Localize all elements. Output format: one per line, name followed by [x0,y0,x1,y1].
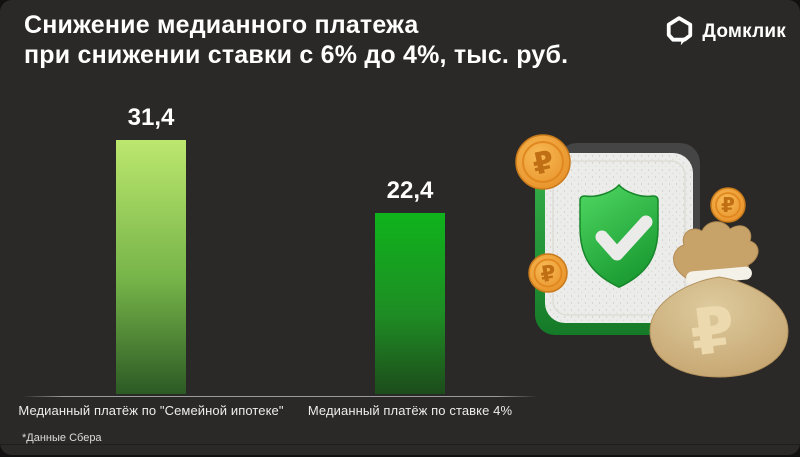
shield-check-icon [579,183,659,289]
brand-name: Домклик [702,20,786,42]
ruble-coin-icon: ₽ [710,187,746,223]
bag-tie-band [686,266,752,285]
bar-rate-4 [375,213,445,394]
brand-logo: Домклик [664,15,786,48]
shield-money-illustration: ₽ ₽ ₽ ₽ [515,134,789,378]
ruble-sign: ₽ [721,193,735,217]
ruble-coin-icon: ₽ [515,134,571,190]
bar-value-label: 31,4 [127,104,175,131]
data-source-footnote: *Данные Сбера [22,432,102,444]
money-bag-icon: ₽ [649,221,789,378]
bar-value-label: 22,4 [386,177,434,204]
ruble-sign: ₽ [539,261,558,288]
bar-family-mortgage [116,140,186,394]
page-title: Снижение медианного платежа при снижении… [24,10,568,70]
bar-group-rate-4: 22,4 [375,177,445,394]
category-label-rate-4: Медианный платёж по ставке 4% [307,403,513,418]
shield-card [535,143,700,335]
domclick-house-icon [667,16,693,46]
ruble-sign: ₽ [686,293,739,372]
title-line-1: Снижение медианного платежа [24,11,419,39]
category-label-family-mortgage: Медианный платёж по "Семейной ипотеке" [18,403,284,418]
x-axis-line [22,396,538,397]
bag-body [649,276,789,378]
bar-group-family-mortgage: 31,4 [116,104,186,394]
check-mark [595,215,653,261]
bottom-divider [0,444,800,445]
logo-fold-corner [681,35,691,46]
title-line-2: при снижении ставки с 6% до 4%, тыс. руб… [24,41,569,69]
ruble-coin-icon: ₽ [528,253,568,293]
